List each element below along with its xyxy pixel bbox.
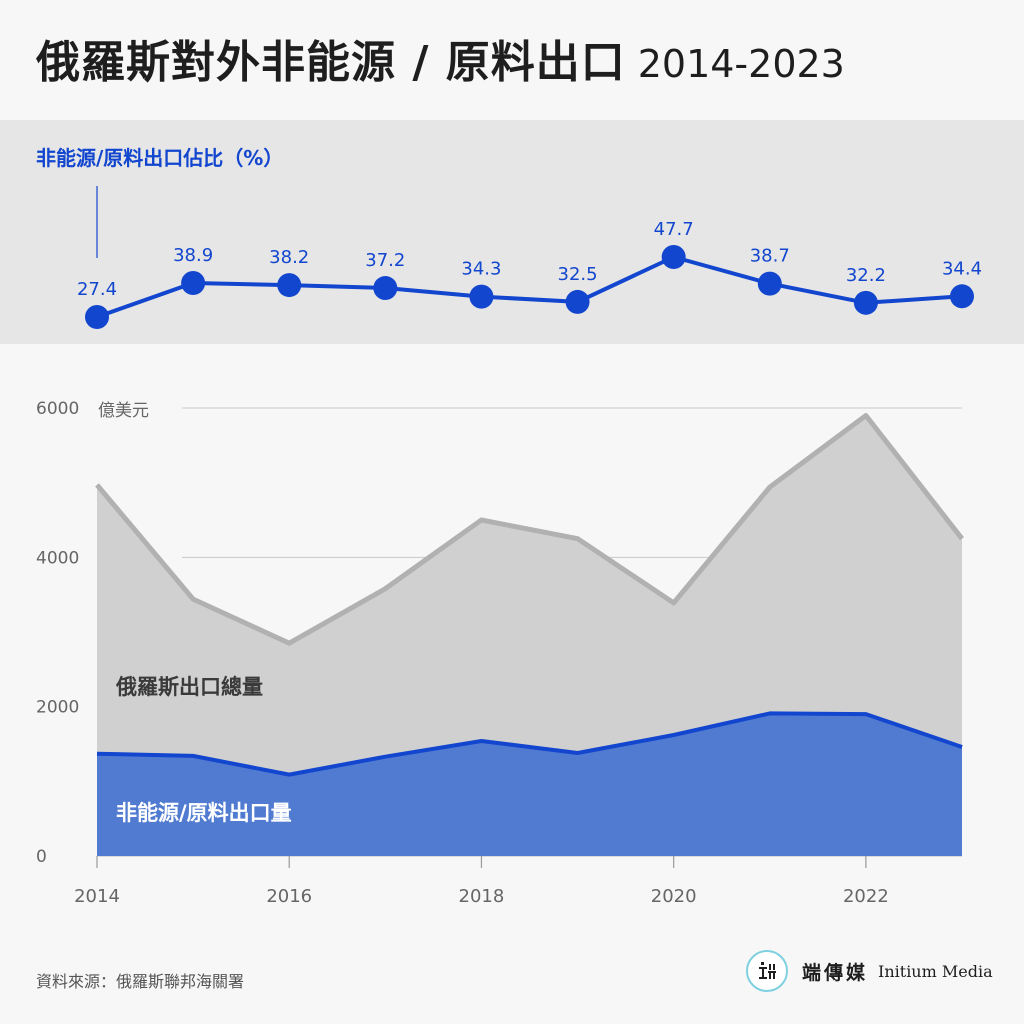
x-tick-label-2020: 2020 [651, 886, 697, 907]
share-point-2021 [757, 271, 782, 296]
series-label-non-energy-exports: 非能源/原料出口量 [116, 801, 292, 825]
x-tick-label-2016: 2016 [266, 886, 312, 907]
share-label-2017: 37.2 [365, 250, 405, 271]
chart-title-row: 俄羅斯對外非能源 / 原料出口 2014-2023 [36, 26, 845, 90]
share-point-2017 [373, 276, 398, 301]
export-area-chart: 0 2000 4000 6000 2014 2016 2018 2020 2022 億美元 俄… [36, 399, 964, 907]
share-label-2014: 27.4 [77, 279, 117, 300]
y-tick-label-2000: 2000 [36, 698, 79, 718]
x-tick-label-2014: 2014 [74, 886, 120, 907]
share-point-2019 [565, 289, 590, 314]
share-panel-background [0, 120, 1024, 344]
brand-logo: 端傳媒 Initium Media [746, 946, 993, 996]
y-axis-unit: 億美元 [98, 401, 149, 421]
share-line [96, 255, 963, 319]
y-tick-label-6000: 6000 [36, 399, 79, 419]
share-label-2019: 32.5 [558, 264, 598, 285]
initium-logo-icon [746, 950, 788, 992]
share-point-2015 [181, 271, 206, 296]
total-exports-line [95, 413, 964, 646]
share-label-2015: 38.9 [173, 245, 213, 266]
share-point-2016 [277, 273, 302, 298]
y-tick-label-4000: 4000 [36, 548, 79, 568]
share-label-2021: 38.7 [750, 246, 790, 267]
share-point-2022 [853, 290, 878, 315]
brand-name-zh: 端傳媒 [802, 961, 869, 984]
share-point-2018 [469, 284, 494, 309]
x-tick-label-2018: 2018 [459, 886, 505, 907]
brand-name-en: Initium Media [878, 961, 993, 981]
share-label-2023: 34.4 [942, 258, 982, 279]
share-point-2023 [950, 284, 974, 309]
x-tick-label-2022: 2022 [843, 886, 889, 907]
share-chart-title: 非能源/原料出口佔比（%） [36, 146, 283, 170]
share-point-2014 [85, 305, 109, 329]
series-label-total-exports: 俄羅斯出口總量 [115, 675, 263, 699]
source-note: 資料來源：俄羅斯聯邦海關署 [36, 972, 245, 991]
non-energy-exports-line [96, 711, 963, 777]
chart-title: 俄羅斯對外非能源 / 原料出口 [36, 37, 626, 88]
share-label-2018: 34.3 [461, 259, 501, 280]
share-label-2020: 47.7 [654, 219, 694, 240]
non-energy-exports-area [97, 713, 962, 856]
y-tick-label-0: 0 [36, 847, 47, 867]
share-label-2022: 32.2 [846, 265, 886, 286]
chart-title-years: 2014-2023 [637, 42, 845, 86]
share-line-chart: 非能源/原料出口佔比（%） 27.4 38.9 38.2 37.2 34.3 32.5 47… [36, 146, 982, 329]
share-point-2020 [661, 245, 686, 269]
share-label-2016: 38.2 [269, 247, 309, 268]
